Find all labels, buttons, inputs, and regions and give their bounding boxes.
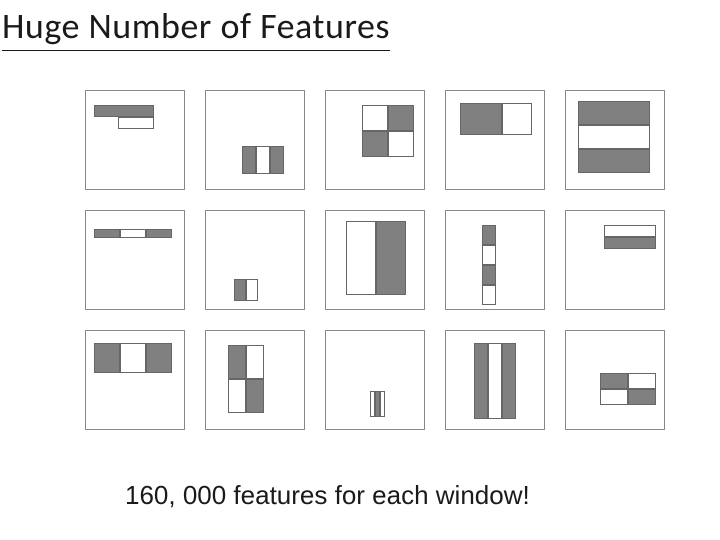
feature-rect: [228, 345, 246, 379]
feature-rect: [604, 237, 656, 249]
feature-rect: [256, 146, 270, 174]
feature-cell: [445, 90, 545, 190]
feature-rect: [120, 229, 146, 238]
feature-rect: [120, 343, 146, 373]
feature-rect: [628, 373, 656, 389]
feature-rect: [228, 379, 246, 413]
feature-rect: [482, 285, 496, 305]
feature-cell: [445, 210, 545, 310]
feature-rect: [482, 225, 496, 245]
slide-caption: 160, 000 features for each window!: [125, 480, 530, 511]
feature-rect: [234, 279, 246, 301]
feature-rect: [600, 389, 628, 405]
feature-grid: [85, 90, 665, 430]
feature-rect: [482, 245, 496, 265]
feature-cell: [85, 210, 185, 310]
feature-rect: [146, 343, 172, 373]
feature-rect: [94, 343, 120, 373]
feature-cell: [325, 330, 425, 430]
feature-rect: [502, 343, 516, 419]
feature-rect: [94, 105, 154, 117]
feature-rect: [578, 149, 650, 173]
feature-rect: [388, 131, 414, 157]
feature-cell: [445, 330, 545, 430]
feature-rect: [94, 229, 120, 238]
feature-cell: [205, 90, 305, 190]
feature-cell: [565, 330, 665, 430]
feature-rect: [578, 125, 650, 149]
feature-rect: [502, 103, 532, 135]
feature-rect: [600, 373, 628, 389]
feature-rect: [346, 221, 376, 295]
slide-title: Huge Number of Features: [2, 4, 390, 51]
feature-rect: [604, 225, 656, 237]
feature-rect: [270, 146, 284, 174]
feature-rect: [362, 105, 388, 131]
feature-rect: [388, 105, 414, 131]
feature-cell: [85, 330, 185, 430]
feature-cell: [85, 90, 185, 190]
feature-rect: [246, 279, 258, 301]
feature-rect: [460, 103, 502, 135]
feature-rect: [246, 379, 264, 413]
feature-rect: [380, 391, 385, 417]
feature-rect: [488, 343, 502, 419]
feature-rect: [242, 146, 256, 174]
feature-cell: [565, 210, 665, 310]
feature-rect: [246, 345, 264, 379]
feature-rect: [482, 265, 496, 285]
feature-rect: [146, 229, 172, 238]
feature-cell: [325, 90, 425, 190]
feature-rect: [474, 343, 488, 419]
feature-rect: [362, 131, 388, 157]
feature-rect: [628, 389, 656, 405]
feature-rect: [376, 221, 406, 295]
feature-cell: [565, 90, 665, 190]
feature-cell: [205, 210, 305, 310]
feature-rect: [578, 101, 650, 125]
feature-cell: [205, 330, 305, 430]
feature-rect: [118, 117, 154, 129]
feature-cell: [325, 210, 425, 310]
